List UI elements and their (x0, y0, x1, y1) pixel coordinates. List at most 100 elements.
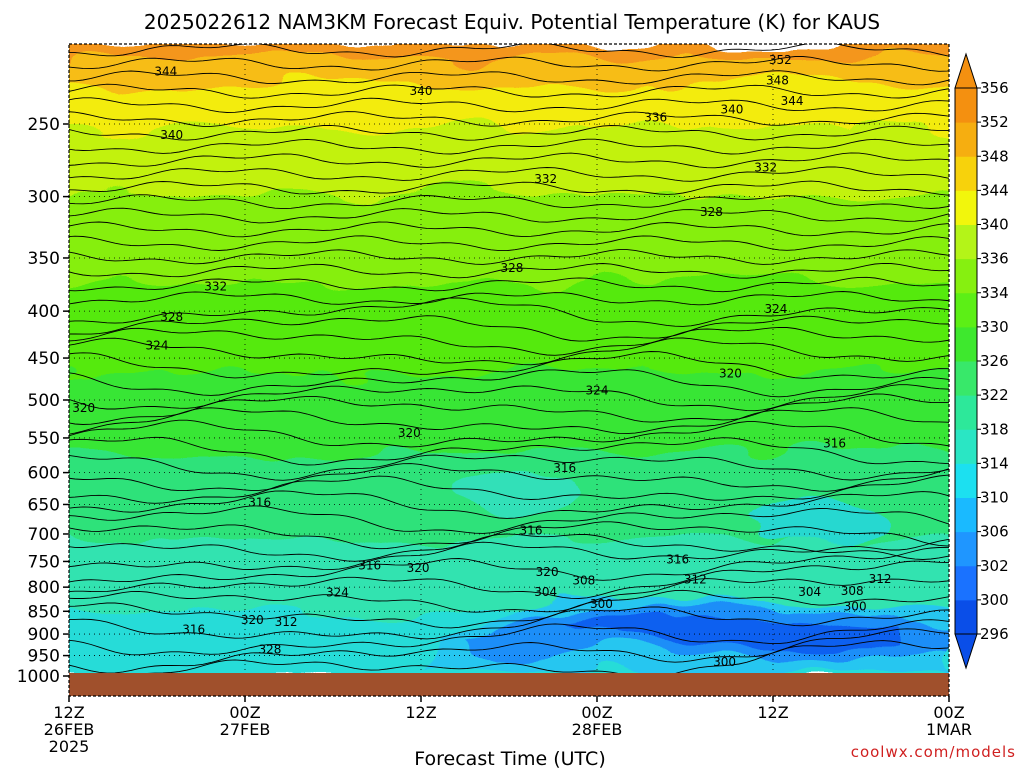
x-tick-label: 12Z (53, 703, 84, 722)
contour-label: 348 (766, 73, 789, 87)
contour-label: 304 (534, 585, 557, 599)
colorbar-segment (955, 88, 977, 123)
credit-text: coolwx.com/models (851, 743, 1016, 761)
contour-label: 300 (844, 600, 867, 614)
contour-line (69, 249, 949, 265)
y-tick-label: 400 (28, 302, 60, 322)
contour-line (69, 315, 949, 342)
contour-label: 328 (700, 205, 723, 219)
contour-label: 340 (160, 128, 183, 142)
colorbar-segment (955, 463, 977, 498)
contour-label: 336 (644, 111, 667, 125)
contour-label: 324 (326, 586, 349, 600)
colorbar-label: 344 (980, 181, 1009, 199)
contour-label: 320 (398, 426, 421, 440)
contour-label: 324 (146, 338, 169, 352)
colorbar-segment (955, 292, 977, 328)
contour-label: 332 (754, 161, 777, 175)
contour-label: 328 (160, 310, 183, 324)
contour-line (69, 589, 949, 629)
colorbar-label: 352 (980, 113, 1009, 131)
x-tick-label: 2025 (49, 737, 90, 756)
colorbar-segment (955, 497, 977, 533)
contour-line (69, 97, 949, 113)
colorbar-label: 334 (980, 284, 1009, 302)
contour-lines (69, 44, 949, 688)
contour-label: 332 (534, 172, 557, 186)
y-tick-label: 1000 (17, 667, 60, 687)
colorbar-label: 314 (980, 454, 1009, 472)
contour-line (69, 490, 949, 519)
contour-line (69, 194, 949, 210)
colorbar-label: 326 (980, 352, 1009, 370)
contour-line (69, 546, 949, 583)
y-tick-label: 500 (28, 391, 60, 411)
contour-label: 316 (182, 623, 205, 637)
colorbar-label: 310 (980, 489, 1009, 507)
colorbar-segment (955, 122, 977, 157)
temperature-field (69, 44, 949, 679)
contour-label: 340 (720, 102, 743, 116)
contour-label: 344 (154, 64, 177, 78)
contour-line (69, 454, 949, 481)
contour-label: 312 (869, 572, 892, 586)
colorbar-segment (955, 190, 977, 225)
colorbar-segment (955, 326, 977, 362)
contour-line (69, 166, 949, 182)
colorbar-segment (955, 224, 977, 260)
contour-line (69, 505, 949, 534)
colorbar-label: 302 (980, 557, 1009, 575)
contour-line (69, 606, 949, 640)
moist-pocket (750, 498, 890, 542)
colorbar-segment (955, 531, 977, 567)
y-tick-label: 250 (28, 115, 60, 135)
contour-labels: 352 344 348 340 344 340 336 340 332 332 328 328 332 3… (72, 53, 892, 669)
contour-line (69, 337, 949, 366)
contour-line (69, 463, 949, 492)
contour-line (69, 578, 949, 613)
contour-line (69, 533, 949, 562)
contour-line (69, 262, 949, 279)
contour-label: 316 (823, 437, 846, 451)
contour-line (69, 407, 949, 435)
contour-label: 320 (536, 565, 559, 579)
colorbar-label: 336 (980, 250, 1009, 268)
contour-line (69, 560, 949, 599)
colorbar-label: 356 (980, 79, 1009, 97)
x-tick-label: 28FEB (572, 720, 623, 739)
colorbar-label: 300 (980, 591, 1009, 609)
contour-line (69, 70, 949, 86)
contour-line (69, 152, 949, 169)
x-tick-label: 1MAR (926, 720, 972, 739)
contour-label: 300 (713, 655, 736, 669)
colorbar-label: 296 (980, 625, 1009, 643)
contour-line (69, 419, 949, 448)
contour-label: 304 (798, 585, 821, 599)
contour-line (69, 124, 949, 141)
x-tick-label: 12Z (405, 703, 436, 722)
moist-pocket (460, 470, 580, 510)
contour-line (69, 180, 949, 196)
contour-label: 300 (590, 597, 613, 611)
contour-line (69, 393, 949, 425)
colorbar-segment (955, 429, 977, 464)
contour-line (69, 436, 949, 466)
contour-label: 308 (841, 584, 864, 598)
contour-label: 328 (258, 643, 281, 657)
y-tick-label: 900 (28, 625, 60, 645)
y-tick-label: 300 (28, 188, 60, 208)
contour-label: 352 (769, 53, 792, 67)
colorbar-label: 306 (980, 523, 1009, 541)
contour-label: 316 (358, 559, 381, 573)
contour-line (69, 207, 949, 224)
field-band (69, 280, 949, 386)
contour-line (69, 619, 949, 656)
colorbar-low-arrow (954, 633, 978, 670)
colorbar-label: 330 (980, 318, 1009, 336)
y-tick-label: 850 (28, 602, 60, 622)
x-tick-label: 27FEB (220, 720, 271, 739)
plot-border (68, 43, 950, 697)
contour-line (69, 369, 949, 398)
y-tick-label: 700 (28, 525, 60, 545)
